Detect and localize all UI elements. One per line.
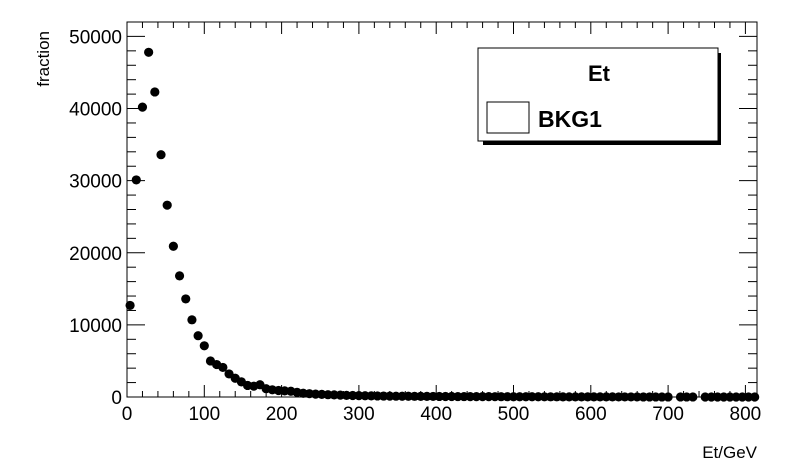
data-point — [150, 87, 160, 97]
y-axis-title: fraction — [34, 31, 53, 87]
data-point — [162, 200, 172, 210]
x-tick-label: 700 — [652, 404, 684, 425]
data-point — [144, 47, 154, 57]
x-axis-title: Et/GeV — [702, 443, 757, 462]
x-tick-label: 200 — [266, 404, 298, 425]
y-tick-label: 40000 — [69, 100, 122, 121]
data-point — [131, 175, 141, 185]
x-tick-label: 0 — [122, 404, 133, 425]
axis-ticks — [126, 21, 757, 398]
x-tick-label: 600 — [575, 404, 607, 425]
y-tick-label: 0 — [111, 388, 122, 409]
x-tick-label: 300 — [343, 404, 375, 425]
data-point — [125, 300, 135, 311]
data-point — [193, 331, 203, 341]
legend: Et BKG1 — [477, 47, 721, 145]
legend-swatch — [486, 101, 530, 134]
data-point — [181, 294, 191, 304]
data-point — [156, 150, 166, 160]
x-tick-label: 100 — [188, 404, 220, 425]
data-point — [174, 271, 185, 281]
y-tick-label: 50000 — [69, 27, 122, 48]
data-point — [199, 341, 209, 351]
y-tick-label: 20000 — [69, 244, 122, 265]
data-point — [663, 392, 673, 402]
x-tick-label: 500 — [498, 404, 530, 425]
data-point — [137, 102, 148, 112]
y-tick-label: 10000 — [69, 316, 122, 337]
data-point — [218, 362, 228, 373]
data-point — [168, 241, 178, 251]
legend-title: Et — [588, 61, 611, 86]
y-tick-label: 30000 — [69, 172, 122, 193]
x-tick-label: 400 — [420, 404, 452, 425]
legend-entry-label: BKG1 — [538, 106, 602, 132]
data-points — [125, 47, 760, 402]
data-point — [688, 392, 698, 402]
data-point — [750, 392, 760, 402]
data-point — [187, 315, 197, 325]
axis-tick-labels: 0 100 200 300 400 500 600 700 800 0 10000 20000 3000… — [69, 27, 761, 425]
x-tick-label: 800 — [730, 404, 762, 425]
